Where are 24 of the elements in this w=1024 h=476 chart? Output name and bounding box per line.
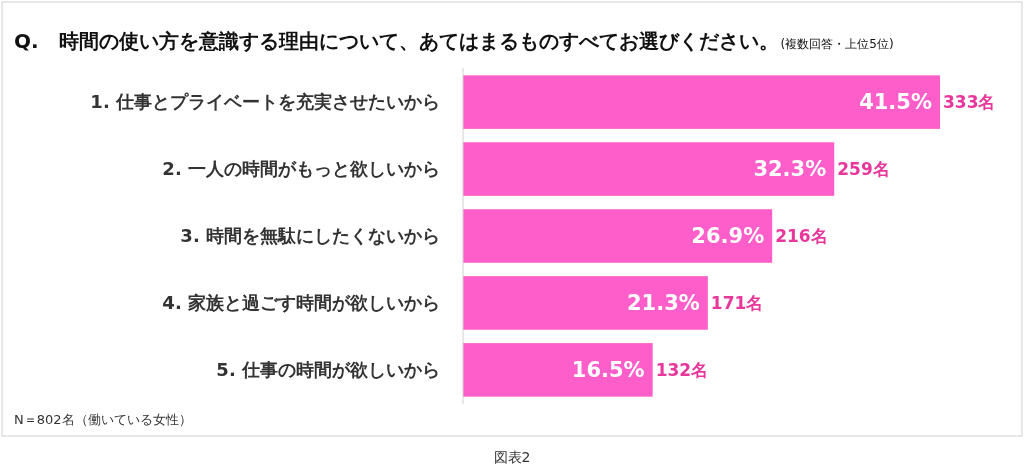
bar — [463, 209, 773, 263]
bar — [463, 343, 653, 397]
annotation: 333名 — [943, 92, 996, 113]
annotation: 132名 — [655, 359, 709, 380]
y-tick-label: 3. 時間を無駄にしたくないから — [180, 225, 440, 247]
chart-subtitle: (複数回答・上位5位) — [780, 37, 894, 51]
chart-title: Q. 時間の使い方を意識する理由について、あてはまるものすべてお選びください。 — [14, 29, 779, 53]
annotation: 216名 — [775, 225, 828, 246]
data-label: 26.9% — [691, 224, 765, 249]
data-label: 41.5% — [859, 90, 932, 115]
y-tick-label: 1. 仕事とプライベートを充実させたいから — [90, 91, 440, 113]
y-tick-label: 2. 一人の時間がもっと欲しいから — [162, 158, 440, 180]
annotation: 259名 — [837, 159, 890, 180]
text: N＝802名（働いている女性） — [14, 412, 192, 427]
bar — [463, 75, 940, 129]
annotation: 171名 — [710, 292, 764, 313]
y-tick-label: 4. 家族と過ごす時間が欲しいから — [162, 292, 440, 314]
data-label: 21.3% — [626, 291, 700, 316]
bar — [463, 142, 835, 196]
data-label: 16.5% — [571, 358, 645, 383]
y-tick-label: 5. 仕事の時間が欲しいから — [216, 359, 440, 381]
bar — [463, 276, 708, 330]
data-label: 32.3% — [753, 157, 827, 182]
text: 図表2 — [493, 449, 531, 465]
